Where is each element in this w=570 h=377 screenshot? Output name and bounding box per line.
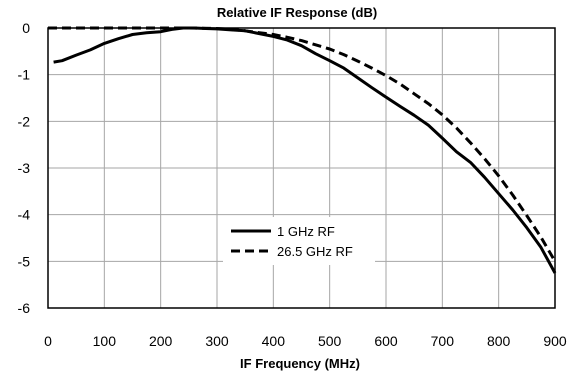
- series-line-1-ghz-rf: [53, 26, 557, 274]
- x-tick-label: 400: [262, 333, 286, 349]
- y-tick-label: -5: [18, 253, 31, 269]
- legend-box: [223, 217, 375, 265]
- x-tick-label: 500: [318, 333, 342, 349]
- y-tick-label: -3: [18, 160, 31, 176]
- x-tick-label: 200: [149, 333, 173, 349]
- grid: [47, 27, 556, 309]
- legend-label: 1 GHz RF: [277, 224, 335, 239]
- y-tick-label: -4: [18, 207, 31, 223]
- legend: 1 GHz RF 26.5 GHz RF: [223, 217, 375, 265]
- legend-label: 26.5 GHz RF: [277, 244, 353, 259]
- x-tick-labels: 0 100 200 300 400 500 600 700 800 900: [44, 333, 567, 349]
- x-tick-label: 900: [543, 333, 567, 349]
- x-axis-label: IF Frequency (MHz): [240, 356, 360, 371]
- y-tick-label: 0: [22, 20, 30, 36]
- x-tick-label: 700: [431, 333, 455, 349]
- y-tick-labels: 0 -1 -2 -3 -4 -5 -6: [18, 20, 31, 316]
- x-tick-label: 0: [44, 333, 52, 349]
- x-tick-label: 800: [487, 333, 511, 349]
- x-tick-label: 300: [205, 333, 229, 349]
- x-tick-label: 100: [93, 333, 117, 349]
- y-tick-label: -6: [18, 300, 31, 316]
- y-tick-label: -1: [18, 67, 31, 83]
- x-tick-label: 600: [374, 333, 398, 349]
- y-tick-label: -2: [18, 113, 31, 129]
- plot-frame: [47, 27, 556, 309]
- chart-title: Relative IF Response (dB): [217, 5, 377, 20]
